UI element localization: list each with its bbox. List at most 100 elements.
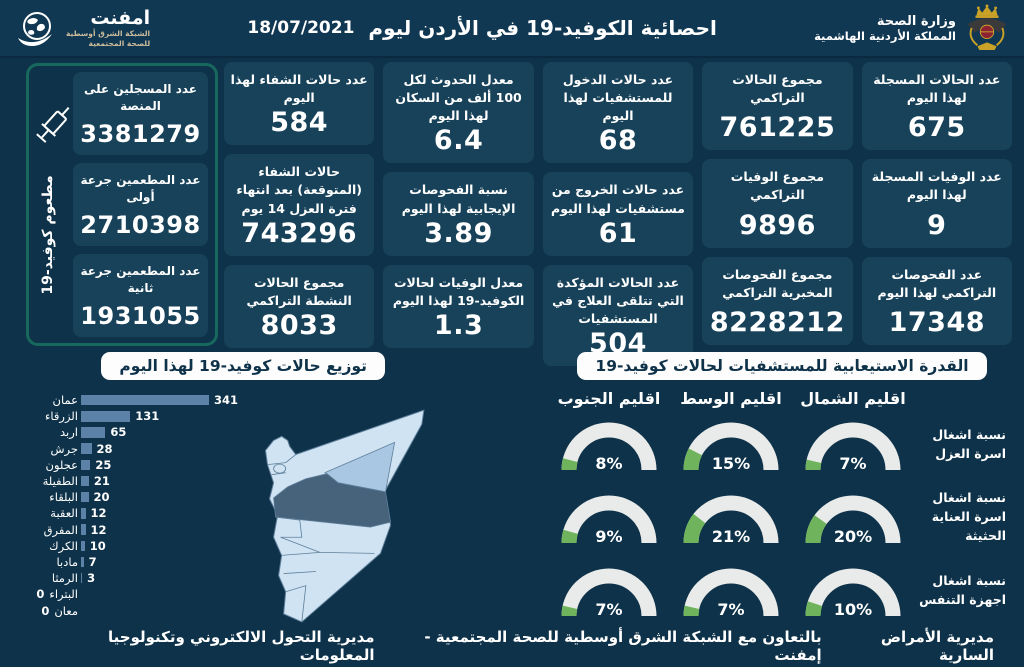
bar-category: المفرق — [18, 523, 78, 537]
bar — [81, 443, 92, 454]
bar-category-label: الطفيلة — [42, 474, 78, 489]
gauge: 21% — [670, 485, 792, 551]
stat-card-value: 584 — [270, 107, 329, 139]
bar — [81, 508, 86, 519]
gauge-row-label: نسبة اشغال اسرة العزل — [932, 426, 1006, 461]
stat-card: عدد حالات الدخول للمستشفيات لهذا اليوم 68 — [542, 62, 694, 164]
bar-value: 0 — [41, 603, 50, 618]
bar-value: 65 — [110, 425, 127, 440]
stat-card-label: مجموع الفحوصات المخبرية التراكمي — [722, 266, 833, 300]
gauge-row-label: نسبة اشغال اجهزة التنفس — [919, 572, 1006, 607]
bar-value: 0 — [36, 587, 45, 602]
bar-row: جرش 28 — [18, 441, 523, 457]
jordan-coat-of-arms-icon — [967, 4, 1007, 51]
vaccine-panel: مطعوم كوفيد-19 عدد المسجلين على المنصة 33… — [26, 63, 218, 346]
stat-card-value: 9896 — [738, 209, 816, 241]
stat-card-value: 743296 — [241, 217, 358, 249]
bar-row: الزرقاء 131 — [18, 408, 523, 424]
bar-category: مادبا — [18, 554, 79, 569]
distribution-title: توزيع حالات كوفيد-19 لهذا اليوم — [101, 352, 385, 380]
bar — [81, 459, 91, 471]
stat-card-label: عدد الوفيات المسجلة لهذا اليوم — [871, 169, 1002, 203]
stat-card-value: 9 — [927, 209, 947, 241]
stats-column: معدل الحدوث لكل 100 ألف من السكان لهذا ا… — [383, 62, 534, 348]
svg-text:15%: 15% — [712, 454, 750, 473]
stat-card: عدد المطعمين جرعة ثانية 1931055 — [73, 254, 208, 337]
bar-row: البلقاء 20 — [18, 489, 523, 505]
footer-center: بالتعاون مع الشبكة الشرق أوسطية للصحة ال… — [424, 628, 822, 664]
stats-grid: عدد الحالات المسجلة لهذا اليوم 675 عدد الو… — [223, 62, 1012, 366]
bar-category: الطفيلة — [18, 474, 78, 488]
stats-column: عدد الحالات المسجلة لهذا اليوم 675 عدد الو… — [861, 62, 1012, 345]
stat-card: عدد المسجلين على المنصة 3381279 — [73, 72, 208, 155]
stat-card-value: 3381279 — [80, 120, 201, 148]
gauge: 9% — [548, 485, 670, 551]
stat-card-label: عدد الحالات المسجلة لهذا اليوم — [873, 72, 1001, 106]
bar — [81, 524, 86, 535]
svg-text:20%: 20% — [834, 527, 872, 546]
ministry-name: وزارة الصحة — [876, 13, 956, 29]
gauge: 15% — [670, 412, 792, 478]
svg-text:21%: 21% — [712, 527, 750, 546]
syringe-icon — [36, 106, 70, 143]
vaccine-panel-side: مطعوم كوفيد-19 — [33, 72, 73, 337]
stat-card-value: 68 — [598, 125, 638, 157]
stat-card-label: مجموع الحالات النشطة التراكمي — [246, 274, 352, 308]
bar-category-label: معان — [54, 603, 78, 618]
svg-text:7%: 7% — [717, 600, 744, 619]
vaccine-cards: عدد المسجلين على المنصة 3381279 عدد المطعم… — [73, 72, 208, 337]
stat-card-value: 17348 — [888, 306, 986, 338]
stat-card: حالات الشفاء (المتوقعة) بعد انتهاء فترة … — [223, 154, 375, 256]
stat-card-label: عدد حالات الدخول للمستشفيات لهذا اليوم — [562, 72, 674, 124]
gauge-row: 9% 21% 20% نسبة اشغال اسرة العناية الحثيثة — [548, 481, 1016, 554]
stat-card-label: عدد المطعمين جرعة أولى — [80, 173, 201, 205]
bar-category: الكرك — [18, 539, 78, 553]
bar-row: 0 البتراء — [18, 586, 523, 602]
svg-text:7%: 7% — [595, 600, 622, 619]
bar-row: الطفيلة 21 — [18, 473, 523, 489]
bar-category: اربد — [18, 425, 78, 439]
bar-value: 131 — [135, 409, 160, 424]
bar-row: العقبة 12 — [18, 505, 523, 521]
gauge: 7% — [548, 558, 670, 624]
bar — [81, 556, 84, 568]
stat-card: عدد حالات الشفاء لهذا اليوم 584 — [223, 62, 375, 146]
bar-category-label: مادبا — [56, 554, 79, 569]
bar-category-label: البلقاء — [49, 490, 78, 505]
bar — [81, 394, 209, 406]
page-title: احصائية الكوفيد-19 في الأردن ليوم 18/07/… — [150, 16, 814, 40]
stat-card-label: عدد المسجلين على المنصة — [84, 82, 197, 114]
bar-row: مادبا 7 — [18, 554, 523, 570]
bar-row: عجلون 25 — [18, 457, 523, 473]
bar-row: الرمثا 3 — [18, 570, 523, 586]
region-header: اقليم الوسط — [680, 389, 782, 408]
stat-card: عدد الفحوصات التراكمي لهذا اليوم 17348 — [861, 256, 1012, 345]
title-text: احصائية الكوفيد-19 في الأردن ليوم — [368, 16, 717, 40]
bar-category-label: اربد — [60, 425, 78, 440]
bar-category-label: الرمثا — [51, 571, 78, 586]
bar-category-label: الكرك — [49, 538, 78, 553]
distribution-section: توزيع حالات كوفيد-19 لهذا اليوم عمان 341 ا… — [18, 352, 523, 630]
bar-value: 25 — [95, 457, 112, 472]
header: وزارة الصحة المملكة الأردنية الهاشمية اح… — [0, 0, 1024, 58]
gauge: 7% — [670, 558, 792, 624]
bar-category-label: عمان — [52, 393, 78, 408]
svg-text:9%: 9% — [595, 527, 622, 546]
stat-card-value: 1.3 — [433, 309, 484, 341]
stat-card-label: مجموع الوفيات التراكمي — [730, 169, 824, 203]
gauge-header-spacer — [914, 389, 1012, 408]
stat-card-value: 8033 — [260, 309, 338, 341]
stat-card: معدل الحدوث لكل 100 ألف من السكان لهذا ا… — [383, 62, 534, 164]
gauge-rows: 8% 15% 7% نسبة اشغال اسرة العزل 9% 21% 20% نسبة… — [548, 408, 1016, 627]
gauge: 8% — [548, 412, 670, 478]
footer-left: مديرية التحول الالكتروني وتكنولوجيا المع… — [108, 628, 375, 664]
stat-card: عدد حالات الخروج من مستشفيات لهذا اليوم 6… — [542, 172, 694, 256]
capacity-section: القدرة الاستيعابية للمستشفيات لحالات كوف… — [548, 352, 1016, 630]
stats-column: مجموع الحالات التراكمي 761225 مجموع الوفيا… — [702, 62, 853, 345]
stat-card-value: 8228212 — [709, 306, 845, 338]
bar-value: 7 — [88, 554, 97, 569]
stat-card-label: معدل الوفيات لحالات الكوفيد-19 لهذا اليو… — [392, 274, 525, 308]
svg-text:7%: 7% — [839, 454, 866, 473]
bar-value: 12 — [90, 522, 107, 537]
bar-value: 20 — [93, 490, 110, 505]
